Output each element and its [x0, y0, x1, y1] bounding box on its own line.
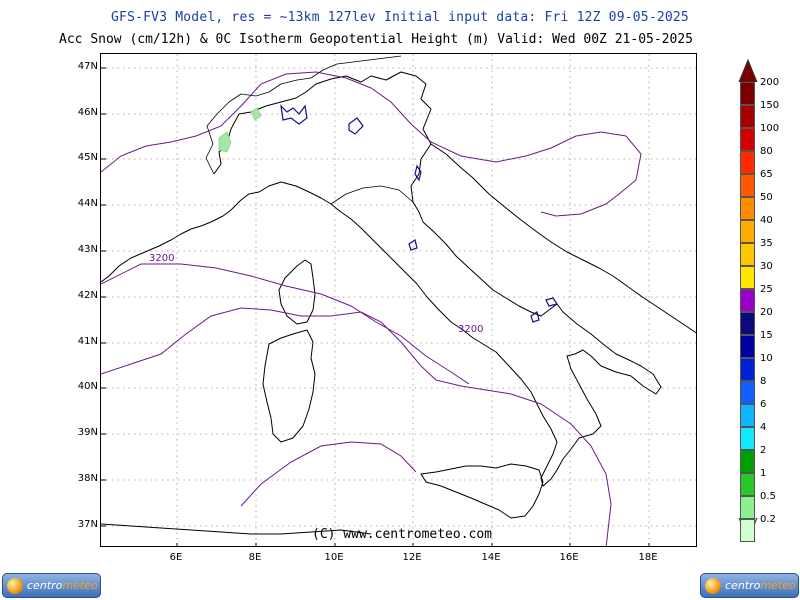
colorbar-label: 0.2 [760, 514, 776, 525]
colorbar-label: 4 [760, 422, 767, 433]
central-border [330, 185, 414, 205]
lat-label-39n: 39N [77, 427, 98, 438]
sicily-coast [420, 463, 544, 519]
lat-label-42n: 42N [77, 290, 98, 301]
colorbar-label: 1 [760, 468, 767, 479]
map-canvas: 3200 3200 [101, 54, 696, 546]
colorbar-swatch [740, 473, 755, 496]
globe-icon [7, 578, 23, 594]
colorbar-swatch [740, 450, 755, 473]
colorbar-label: 150 [760, 100, 780, 111]
isotherm-contours [101, 71, 642, 546]
colorbar-swatch [740, 220, 755, 243]
coastlines [101, 55, 696, 535]
colorbar-swatch [740, 335, 755, 358]
lat-label-37n: 37N [77, 519, 98, 530]
map-panel: 3200 3200 [100, 53, 697, 547]
alpine-border [205, 55, 402, 175]
lat-label-41n: 41N [77, 336, 98, 347]
colorbar-swatch [740, 427, 755, 450]
contour-label-3200-west: 3200 [149, 253, 174, 264]
colorbar-label: 2 [760, 445, 767, 456]
lon-label-6e: 6E [169, 552, 183, 563]
colorbar-swatch [740, 289, 755, 312]
colorbar-label: 10 [760, 353, 773, 364]
colorbar-swatch [740, 151, 755, 174]
sardinia-coast [262, 329, 316, 443]
colorbar-swatch [740, 312, 755, 335]
lat-label-43n: 43N [77, 244, 98, 255]
lat-label-47n: 47N [77, 61, 98, 72]
colorbar-label: 200 [760, 77, 780, 88]
colorbar-label: 100 [760, 123, 780, 134]
logo-text-right: centrometeo [725, 579, 796, 592]
italy-mainland-coast [213, 71, 662, 487]
colorbar-label: 40 [760, 215, 773, 226]
colorbar-label: 50 [760, 192, 773, 203]
colorbar-swatch [740, 358, 755, 381]
snow-areas-green [218, 107, 262, 153]
corsica-coast [278, 259, 316, 325]
lat-label-38n: 38N [77, 473, 98, 484]
africa-coast [101, 523, 372, 535]
colorbar-swatch [740, 404, 755, 427]
colorbar-swatch [740, 243, 755, 266]
colorbar-label: 15 [760, 330, 773, 341]
colorbar-swatch [740, 496, 755, 519]
centrometeo-logo-left[interactable]: centrometeo [2, 573, 101, 598]
lon-label-12e: 12E [402, 552, 422, 563]
france-coast [101, 215, 224, 283]
contour-west-arc [240, 441, 417, 507]
contour-south [101, 307, 612, 546]
frame-ticks [101, 67, 650, 546]
centrometeo-logo-right[interactable]: centrometeo [700, 573, 799, 598]
colorbar-swatch [740, 266, 755, 289]
contour-label-3200-south: 3200 [458, 324, 483, 335]
lat-label-45n: 45N [77, 152, 98, 163]
colorbar-label: 0.5 [760, 491, 776, 502]
lon-label-14e: 14E [481, 552, 501, 563]
colorbar-label: 6 [760, 399, 767, 410]
colorbar-swatch [740, 128, 755, 151]
lat-label-46n: 46N [77, 107, 98, 118]
colorbar-swatch [740, 197, 755, 220]
balkan-coast [430, 143, 696, 334]
colorbar-swatch [740, 519, 755, 542]
graticule [101, 54, 696, 546]
colorbar-arrow-top [738, 58, 758, 82]
snow-areas-blue [280, 104, 558, 323]
lon-label-16e: 16E [559, 552, 579, 563]
colorbar-label: 80 [760, 146, 773, 157]
colorbar-label: 65 [760, 169, 773, 180]
colorbar-swatch [740, 381, 755, 404]
copyright-text: (C) www.centrometeo.com [312, 527, 493, 542]
map-title-line1: GFS-FV3 Model, res = ~13km 127lev Initia… [111, 10, 689, 25]
lon-label-18e: 18E [638, 552, 658, 563]
colorbar-swatch [740, 174, 755, 197]
lat-label-40n: 40N [77, 381, 98, 392]
colorbar-swatch [740, 82, 755, 105]
colorbar-label: 20 [760, 307, 773, 318]
colorbar-swatch [740, 105, 755, 128]
lon-label-8e: 8E [248, 552, 262, 563]
contour-north [101, 71, 642, 217]
colorbar-label: 8 [760, 376, 767, 387]
globe-icon [705, 578, 721, 594]
map-title-line2: Acc Snow (cm/12h) & 0C Isotherm Geopoten… [59, 32, 693, 47]
colorbar-label: 35 [760, 238, 773, 249]
lat-label-44n: 44N [77, 198, 98, 209]
colorbar-label: 30 [760, 261, 773, 272]
lon-label-10e: 10E [324, 552, 344, 563]
logo-text-left: centrometeo [27, 579, 98, 592]
colorbar-label: 25 [760, 284, 773, 295]
contour-middle [101, 263, 470, 385]
